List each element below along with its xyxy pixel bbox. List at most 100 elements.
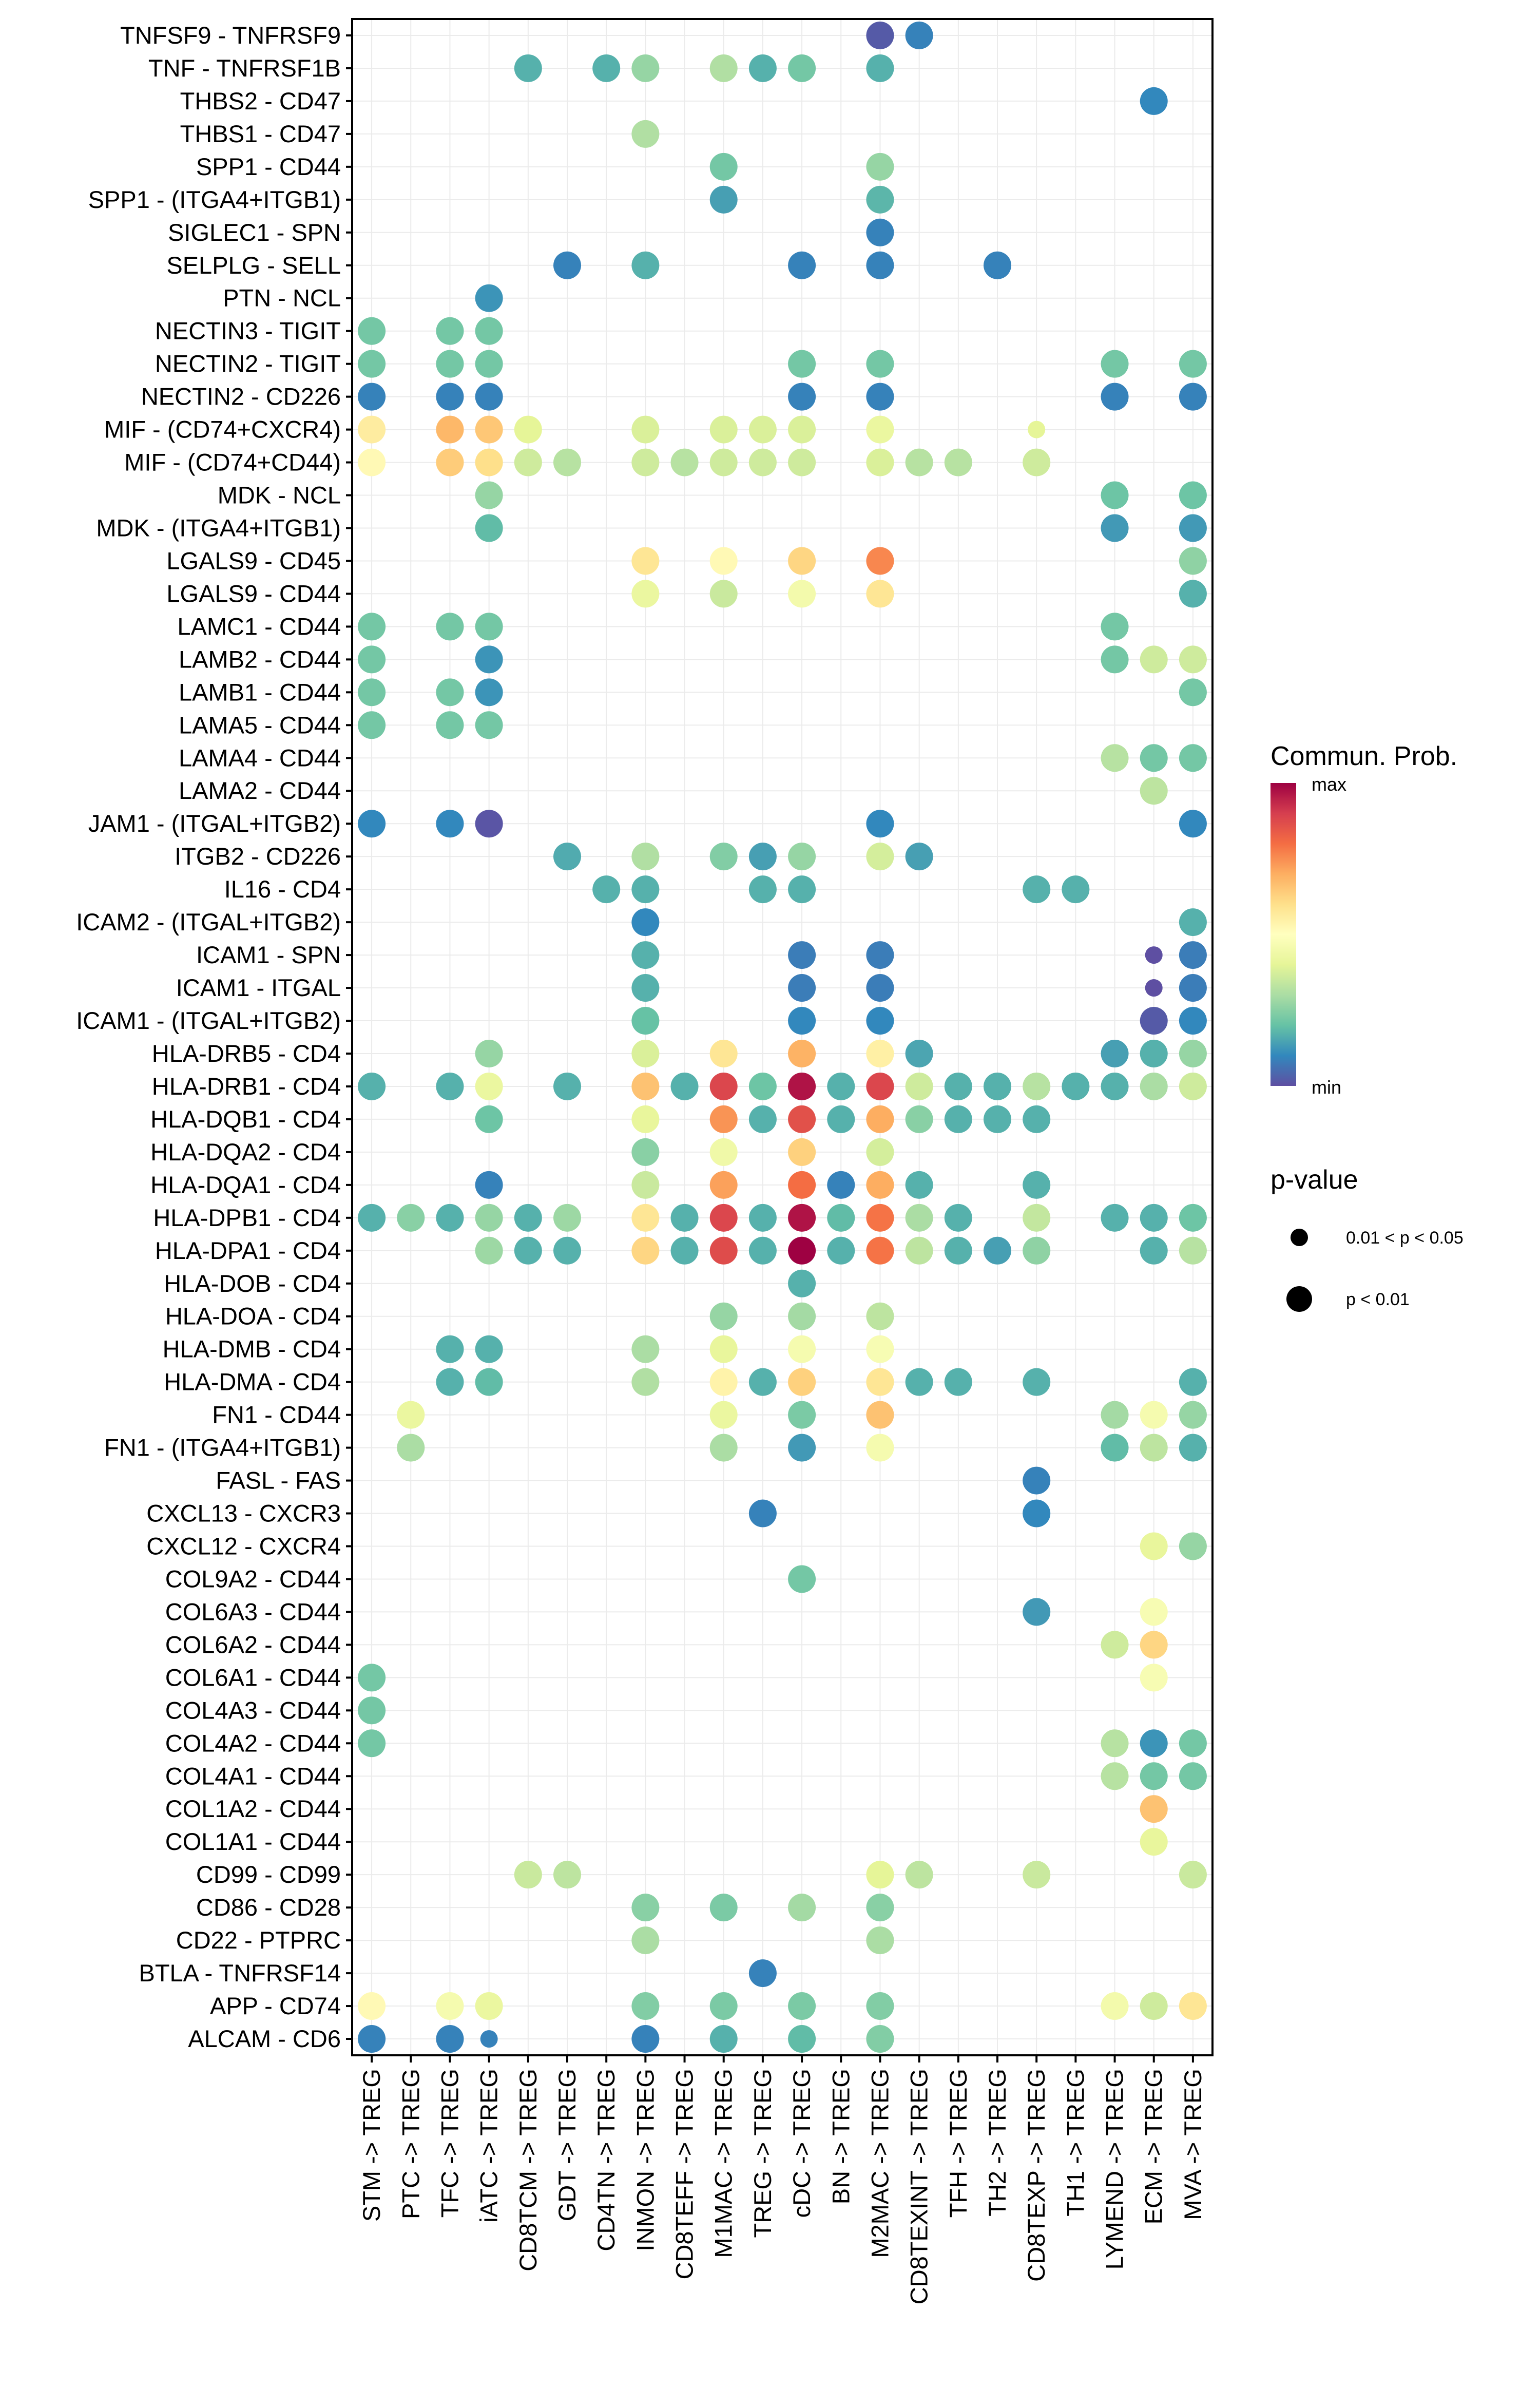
data-point xyxy=(866,580,894,608)
data-point xyxy=(553,1236,581,1265)
data-point xyxy=(358,1072,386,1100)
data-point xyxy=(475,1171,503,1199)
data-point xyxy=(1179,383,1207,411)
data-point xyxy=(827,1204,855,1232)
data-point xyxy=(709,1335,738,1363)
data-point xyxy=(1062,875,1090,904)
data-point xyxy=(748,1368,777,1396)
data-point xyxy=(1179,1532,1207,1560)
data-point xyxy=(1179,1007,1207,1035)
data-point xyxy=(866,1335,894,1363)
data-point xyxy=(827,1105,855,1133)
data-point xyxy=(1140,1631,1168,1659)
y-tick-label: FN1 - CD44 xyxy=(212,1401,341,1428)
data-point xyxy=(866,941,894,969)
data-point xyxy=(748,1105,777,1133)
x-tick-label: CD4TN -> TREG xyxy=(592,2069,620,2251)
data-point xyxy=(1023,448,1051,476)
y-tick-label: COL4A3 - CD44 xyxy=(165,1696,341,1724)
y-tick-label: IL16 - CD4 xyxy=(224,875,341,903)
data-point xyxy=(788,1401,816,1429)
data-point xyxy=(709,843,738,871)
data-point xyxy=(1179,941,1207,969)
y-tick-label: MIF - (CD74+CXCR4) xyxy=(104,416,341,443)
x-tick-label: LYMEND -> TREG xyxy=(1101,2069,1128,2269)
data-point xyxy=(1140,1236,1168,1265)
data-point xyxy=(1101,1992,1129,2020)
data-point xyxy=(788,1138,816,1166)
x-tick-label: TREG -> TREG xyxy=(749,2069,776,2238)
data-point xyxy=(1023,1861,1051,1889)
data-point xyxy=(631,1236,660,1265)
data-point xyxy=(1140,1401,1168,1429)
data-point xyxy=(709,1368,738,1396)
data-point xyxy=(709,1171,738,1199)
data-point xyxy=(397,1434,425,1462)
data-point xyxy=(436,1204,464,1232)
data-point xyxy=(709,1105,738,1133)
data-point xyxy=(475,383,503,411)
data-point xyxy=(1179,678,1207,706)
data-point xyxy=(1023,1499,1051,1527)
data-point xyxy=(436,317,464,345)
data-point xyxy=(866,251,894,279)
data-point xyxy=(1145,946,1163,964)
data-point xyxy=(1179,514,1207,542)
y-tick-label: HLA-DOB - CD4 xyxy=(164,1270,341,1297)
data-point xyxy=(475,1072,503,1100)
data-point xyxy=(631,1039,660,1067)
data-point xyxy=(788,1335,816,1363)
data-point xyxy=(788,1302,816,1330)
data-point xyxy=(631,415,660,444)
y-tick-label: LAMA4 - CD44 xyxy=(179,744,341,771)
color-legend-bar xyxy=(1270,783,1296,1086)
data-point xyxy=(866,1204,894,1232)
data-point xyxy=(1145,979,1163,997)
x-tick-label: TH1 -> TREG xyxy=(1062,2069,1089,2217)
data-point xyxy=(1023,1204,1051,1232)
data-point xyxy=(788,1894,816,1922)
data-point xyxy=(1179,1729,1207,1758)
data-point xyxy=(905,1861,933,1889)
data-point xyxy=(475,317,503,345)
data-point xyxy=(827,1072,855,1100)
data-point xyxy=(866,1072,894,1100)
y-tick-label: LGALS9 - CD44 xyxy=(166,580,341,607)
data-point xyxy=(1101,1072,1129,1100)
data-point xyxy=(866,974,894,1002)
data-point xyxy=(866,810,894,838)
data-point xyxy=(358,415,386,444)
data-point xyxy=(866,350,894,378)
y-tick-label: ICAM1 - ITGAL xyxy=(176,974,341,1001)
data-point xyxy=(866,1894,894,1922)
data-point xyxy=(866,1926,894,1955)
data-point xyxy=(709,1236,738,1265)
data-point xyxy=(358,317,386,345)
data-point xyxy=(1179,1236,1207,1265)
y-tick-label: FASL - FAS xyxy=(216,1467,341,1494)
y-tick-label: ICAM1 - SPN xyxy=(196,941,341,968)
data-point xyxy=(631,251,660,279)
y-tick-label: COL1A2 - CD44 xyxy=(165,1795,341,1822)
data-point xyxy=(788,350,816,378)
data-point xyxy=(1140,1532,1168,1560)
data-point xyxy=(436,810,464,838)
data-point xyxy=(1179,481,1207,509)
data-point xyxy=(788,875,816,904)
data-point xyxy=(788,1992,816,2020)
data-point xyxy=(984,251,1011,279)
data-point xyxy=(788,580,816,608)
data-point xyxy=(670,448,699,476)
panel-border xyxy=(351,18,1214,2056)
data-point xyxy=(475,415,503,444)
data-point xyxy=(436,1368,464,1396)
y-tick-label: SIGLEC1 - SPN xyxy=(168,219,341,246)
data-point xyxy=(553,251,581,279)
data-point xyxy=(592,875,621,904)
data-point xyxy=(1179,1434,1207,1462)
data-point xyxy=(1179,1072,1207,1100)
data-point xyxy=(788,1039,816,1067)
y-tick-label: BTLA - TNFRSF14 xyxy=(139,1959,341,1987)
data-point xyxy=(1140,1795,1168,1823)
